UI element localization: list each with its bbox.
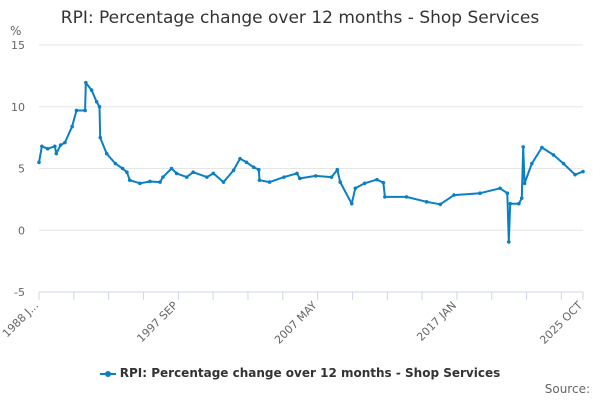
data-point <box>452 193 456 197</box>
data-point <box>521 145 525 149</box>
data-point <box>231 168 236 173</box>
y-tick-label: 5 <box>18 163 25 176</box>
data-point <box>244 160 249 165</box>
data-point <box>98 135 103 140</box>
data-point <box>257 178 262 183</box>
data-point <box>84 80 88 85</box>
data-point <box>295 171 299 176</box>
data-point <box>498 186 502 191</box>
data-point <box>174 171 179 176</box>
data-point <box>581 169 585 174</box>
series-line <box>38 81 584 243</box>
data-point <box>169 166 174 171</box>
data-point <box>205 175 209 179</box>
data-point <box>83 108 87 113</box>
legend-series-label: RPI: Percentage change over 12 months - … <box>119 366 501 380</box>
x-tick-label: 2007 MAY <box>272 299 320 347</box>
data-point <box>53 144 57 149</box>
data-point <box>184 175 189 179</box>
data-point <box>298 176 302 181</box>
data-point <box>54 151 59 156</box>
x-tick-label: 2025 OCT <box>537 299 585 347</box>
data-point <box>313 174 318 178</box>
y-tick-label: 15 <box>11 39 25 52</box>
data-point <box>517 201 521 206</box>
data-point <box>45 146 50 151</box>
data-point <box>573 172 577 177</box>
data-point <box>113 161 118 166</box>
data-point <box>349 201 354 206</box>
data-point <box>191 170 195 175</box>
data-point <box>381 180 386 185</box>
data-point <box>37 160 41 165</box>
data-point <box>522 181 527 186</box>
chart-title: RPI: Percentage change over 12 months - … <box>60 8 540 28</box>
data-point <box>238 156 242 161</box>
data-point <box>506 240 511 244</box>
x-tick-label: 1988 J... <box>0 299 41 340</box>
data-point <box>353 186 358 191</box>
y-tick-label: -5 <box>14 286 25 299</box>
data-point <box>282 175 286 179</box>
data-point <box>148 179 152 184</box>
data-point <box>335 167 340 172</box>
data-point <box>158 180 162 184</box>
data-point <box>125 170 129 175</box>
source-label[interactable]: Source: <box>544 382 590 396</box>
y-axis-unit-label: % <box>10 24 22 38</box>
data-point <box>211 171 216 176</box>
y-tick-label: 10 <box>11 101 25 114</box>
data-point <box>221 180 226 184</box>
data-point <box>58 143 63 147</box>
data-point <box>362 181 367 186</box>
data-point <box>508 201 513 206</box>
data-point <box>551 153 556 157</box>
data-point <box>519 196 524 200</box>
data-point <box>138 181 142 186</box>
data-point <box>70 124 74 129</box>
x-tick-label: 2017 JAN <box>414 299 459 344</box>
data-point <box>251 165 256 170</box>
data-point <box>161 175 165 179</box>
data-point <box>478 191 482 195</box>
data-point <box>94 100 99 104</box>
y-tick-label: 0 <box>18 224 25 237</box>
data-point <box>63 140 67 145</box>
data-point <box>505 191 510 195</box>
data-point <box>424 200 429 204</box>
data-point <box>40 144 44 149</box>
data-point <box>104 151 109 156</box>
data-point <box>404 195 409 199</box>
data-point <box>561 161 566 166</box>
data-point <box>329 175 334 179</box>
data-point <box>74 108 79 113</box>
data-point <box>89 88 94 92</box>
data-point <box>438 202 443 207</box>
legend-series-marker-icon <box>99 370 116 377</box>
legend[interactable]: RPI: Percentage change over 12 months - … <box>0 366 600 380</box>
data-point <box>383 195 387 199</box>
data-point <box>540 145 544 150</box>
data-point <box>338 180 342 184</box>
data-point <box>375 177 379 182</box>
x-tick-label: 1997 SEP <box>134 299 180 345</box>
data-point <box>530 161 534 166</box>
data-point <box>256 167 261 172</box>
data-point <box>97 104 102 109</box>
data-point <box>127 178 132 183</box>
data-point <box>120 166 125 171</box>
data-point <box>267 180 272 184</box>
